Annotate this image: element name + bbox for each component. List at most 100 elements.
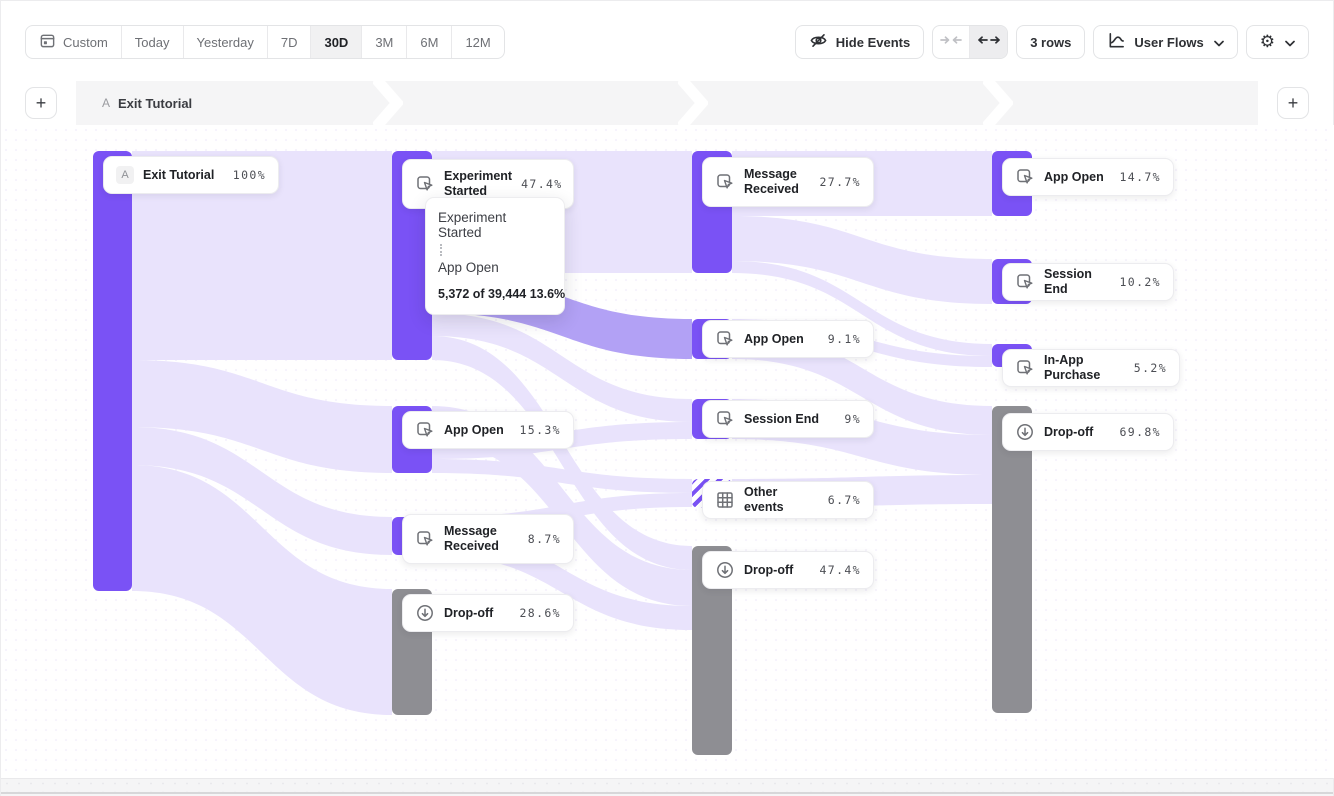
settings-dropdown[interactable]: ⚙ [1245,25,1309,59]
flow-node-card-in-app-purchase-4[interactable]: In-App Purchase 5.2% [1002,349,1180,387]
collapse-columns-button[interactable] [933,26,971,58]
gear-icon: ⚙ [1259,31,1275,52]
flow-node-percentage: 10.2% [1119,275,1161,289]
event-click-icon [715,329,735,349]
flow-node-label: App Open [444,422,504,437]
step-separator-chevron [678,81,708,125]
hide-events-label: Hide Events [835,34,911,50]
flow-node-percentage: 9% [844,412,861,426]
eye-off-icon [809,31,828,53]
flow-node-card-session-end-4[interactable]: Session End 10.2% [1002,263,1174,301]
flow-link[interactable] [432,336,692,570]
flow-node-percentage: 9.1% [827,332,861,346]
expand-columns-button[interactable] [970,26,1008,58]
view-type-label: User Flows [1134,34,1204,50]
canvas-footer [1,778,1333,796]
arrows-inward-icon [940,33,963,51]
flow-node-label: App Open [1044,169,1104,184]
date-preset-7d[interactable]: 7D [268,26,312,58]
flow-node-label: In-App Purchase [1044,353,1101,382]
flow-link[interactable] [432,459,692,493]
flow-node-card-drop-off-4[interactable]: Drop-off 69.8% [1002,413,1174,451]
flow-node-percentage: 8.7% [527,532,561,546]
event-click-icon [1015,167,1035,187]
date-preset-3m[interactable]: 3M [362,26,408,58]
add-step-after-button[interactable]: + [1277,87,1309,119]
step-separator-chevron [983,81,1013,125]
drop-off-icon [715,560,735,580]
flow-link[interactable] [132,151,392,360]
flow-node-percentage: 47.4% [819,563,861,577]
flow-node-card-message-received-2[interactable]: Message Received 8.7% [402,514,574,564]
flow-node-card-exit-tutorial[interactable]: A Exit Tutorial 100% [103,156,279,194]
flow-link[interactable] [132,427,392,555]
flow-node-percentage: 15.3% [519,423,561,437]
rows-button[interactable]: 3 rows [1016,25,1086,59]
hide-events-button[interactable]: Hide Events [794,25,925,59]
flow-node-bar-drop-off-4[interactable] [992,406,1032,713]
flow-node-label: Other events [744,485,784,514]
flow-canvas: A Exit Tutorial 100% Experiment Started 47.4… [1,125,1334,778]
steps-row: + A Exit Tutorial + [25,81,1309,125]
tooltip-connector [440,244,442,256]
flow-node-label: Drop-off [744,562,794,577]
rows-label: 3 rows [1030,34,1072,50]
flow-node-card-other-events-3[interactable]: Other events 6.7% [702,481,874,519]
date-range-selector: Custom Today Yesterday 7D 30D 3M 6M 12M [25,25,505,59]
flow-link[interactable] [132,465,392,715]
flow-node-bar-exit-tutorial[interactable] [93,151,132,591]
flow-node-card-message-received-3[interactable]: Message Received 27.7% [702,157,874,207]
date-preset-yesterday[interactable]: Yesterday [184,26,268,58]
steps-bar[interactable]: A Exit Tutorial [76,81,1258,125]
step-a-badge: A [102,96,111,110]
flow-node-card-app-open-3[interactable]: App Open 9.1% [702,320,874,358]
flow-node-label: Drop-off [444,605,494,620]
date-preset-label: 3M [375,34,394,50]
flow-node-label: Session End [1044,267,1092,296]
date-preset-label: 6M [420,34,439,50]
date-preset-30d[interactable]: 30D [311,26,363,58]
toolbar: Custom Today Yesterday 7D 30D 3M 6M 12M Hide Ev… [25,25,1309,59]
flow-node-percentage: 47.4% [521,177,563,191]
add-step-before-button[interactable]: + [25,87,57,119]
horizontal-scrollbar[interactable] [1,792,1333,794]
flow-node-percentage: 100% [232,168,266,182]
date-preset-today[interactable]: Today [122,26,184,58]
flow-node-card-session-end-3[interactable]: Session End 9% [702,400,874,438]
flow-link[interactable] [732,261,992,356]
tooltip-source-event: Experiment Started [438,210,507,240]
flow-node-card-app-open-4[interactable]: App Open 14.7% [1002,158,1174,196]
flow-node-card-drop-off-3[interactable]: Drop-off 47.4% [702,551,874,589]
date-preset-6m[interactable]: 6M [407,26,453,58]
spacing-toggle [932,25,1009,59]
drop-off-icon [1015,422,1035,442]
view-type-dropdown[interactable]: User Flows [1093,25,1238,59]
flow-link[interactable] [132,360,392,473]
flow-node-card-app-open-2[interactable]: App Open 15.3% [402,411,574,449]
flow-link[interactable] [432,313,692,422]
event-click-icon [715,172,735,192]
event-click-icon [1015,358,1035,378]
arrows-outward-icon [977,33,1000,51]
date-preset-custom[interactable]: Custom [26,26,122,58]
chevron-down-icon [1213,35,1224,50]
event-click-icon [415,420,435,440]
date-preset-12m[interactable]: 12M [452,26,503,58]
flow-node-card-drop-off-2[interactable]: Drop-off 28.6% [402,594,574,632]
step-separator-chevron [373,81,403,125]
flow-node-label: Exit Tutorial [143,167,215,182]
flow-node-percentage: 28.6% [519,606,561,620]
flow-node-label: Drop-off [1044,424,1094,439]
event-click-icon [415,174,435,194]
date-preset-label: 7D [280,34,298,50]
flow-link-tooltip: Experiment Started App Open 5,372 of 39,… [425,197,565,315]
flow-link[interactable] [732,216,992,304]
flow-node-percentage: 69.8% [1119,425,1161,439]
user-flows-chart-icon [1107,31,1126,53]
event-click-icon [715,409,735,429]
event-click-icon [415,529,435,549]
flow-links-layer [132,151,992,715]
chevron-down-icon [1285,35,1295,50]
drop-off-icon [415,603,435,623]
step-a: A Exit Tutorial [102,81,192,125]
